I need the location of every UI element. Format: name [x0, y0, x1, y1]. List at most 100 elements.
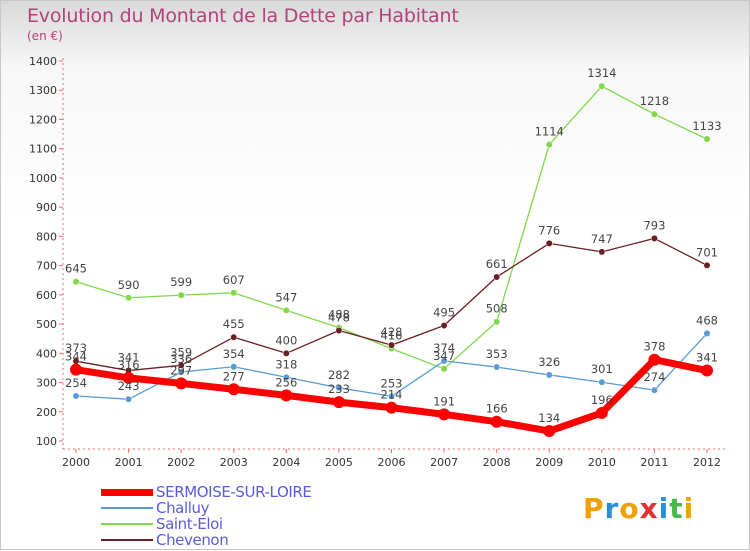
legend-item: Challuy — [101, 499, 401, 517]
logo-letter: r — [604, 492, 620, 525]
data-label: 297 — [170, 363, 192, 377]
data-label: 191 — [433, 394, 455, 408]
data-point — [227, 383, 240, 396]
legend-item: Chevenon — [101, 531, 401, 549]
x-tick-label: 2004 — [272, 456, 300, 469]
data-point — [703, 261, 711, 269]
data-point — [650, 110, 658, 118]
legend: SERMOISE-SUR-LOIRE Challuy Saint-Eloi Cheve… — [101, 483, 401, 549]
data-point — [282, 349, 290, 357]
data-point — [230, 333, 238, 341]
y-tick-label: 800 — [36, 230, 57, 243]
data-label: 243 — [118, 379, 140, 393]
data-point — [440, 322, 448, 329]
data-label: 378 — [643, 340, 665, 354]
data-label: 1218 — [640, 94, 669, 108]
data-label: 508 — [486, 302, 508, 316]
logo-letter: x — [639, 492, 659, 525]
data-point — [493, 273, 501, 281]
x-tick-label: 2011 — [640, 456, 668, 469]
legend-swatch — [101, 488, 153, 496]
data-point — [385, 401, 398, 414]
data-label: 318 — [275, 357, 297, 371]
data-label: 214 — [381, 388, 403, 402]
data-point — [177, 291, 185, 299]
x-tick-label: 2006 — [378, 456, 406, 469]
data-label: 590 — [118, 278, 140, 292]
data-point — [545, 371, 553, 379]
data-point — [545, 141, 553, 149]
y-tick-label: 300 — [36, 377, 57, 390]
data-label: 428 — [381, 325, 403, 339]
data-label: 347 — [433, 349, 455, 363]
data-label: 341 — [696, 351, 718, 365]
data-label: 776 — [538, 223, 560, 237]
data-point — [438, 408, 451, 421]
data-point — [177, 368, 185, 376]
y-tick-label: 1200 — [29, 113, 57, 126]
data-label: 253 — [381, 376, 403, 390]
data-label: 166 — [486, 402, 508, 416]
x-tick-label: 2002 — [167, 456, 195, 469]
y-tick-label: 700 — [36, 260, 57, 273]
data-label: 134 — [538, 411, 560, 425]
logo-letter: o — [619, 492, 640, 525]
data-label: 701 — [696, 245, 718, 259]
data-label: 747 — [591, 232, 613, 246]
y-tick-label: 600 — [36, 289, 57, 302]
data-label: 277 — [223, 369, 245, 383]
data-label: 607 — [223, 273, 245, 287]
data-point — [125, 395, 133, 403]
data-label: 196 — [591, 393, 613, 407]
legend-label: Saint-Eloi — [156, 515, 223, 533]
x-tick-label: 2000 — [62, 456, 90, 469]
data-point — [650, 386, 658, 394]
data-label: 233 — [328, 382, 350, 396]
data-point — [280, 389, 293, 402]
x-tick-label: 2007 — [430, 456, 458, 469]
data-point — [72, 278, 80, 286]
data-point — [388, 341, 395, 349]
logo-letter: t — [669, 492, 684, 525]
data-point — [545, 239, 553, 247]
data-label: 1133 — [692, 119, 721, 133]
y-tick-label: 1100 — [29, 143, 57, 156]
data-point — [595, 406, 608, 419]
data-point — [493, 363, 501, 371]
y-tick-label: 200 — [36, 406, 57, 419]
x-tick-label: 2003 — [220, 456, 248, 469]
data-point — [335, 327, 343, 334]
data-label: 344 — [65, 350, 87, 364]
chart-subtitle: (en €) — [27, 29, 63, 43]
data-label: 1314 — [587, 66, 616, 80]
y-tick-label: 1400 — [29, 55, 57, 68]
legend-label: Chevenon — [156, 531, 229, 549]
data-point — [282, 306, 290, 314]
data-label: 455 — [223, 317, 245, 331]
y-tick-label: 100 — [36, 435, 57, 448]
data-point — [543, 425, 556, 438]
data-point — [598, 82, 606, 90]
y-tick-label: 500 — [36, 318, 57, 331]
data-label: 599 — [170, 275, 192, 289]
data-label: 326 — [538, 355, 560, 369]
x-tick-label: 2005 — [325, 456, 353, 469]
x-tick-label: 2001 — [115, 456, 143, 469]
data-point — [70, 363, 82, 376]
chart-title: Evolution du Montant de la Dette par Hab… — [27, 5, 459, 27]
legend-swatch — [101, 539, 153, 541]
data-point — [493, 318, 501, 326]
data-point — [648, 353, 661, 366]
data-point — [175, 377, 188, 390]
data-label: 416 — [381, 329, 403, 343]
legend-label: Challuy — [156, 499, 210, 517]
data-label: 353 — [486, 347, 508, 361]
data-point — [335, 384, 343, 392]
y-tick-label: 900 — [36, 201, 57, 214]
data-point — [440, 357, 448, 365]
data-point — [72, 392, 80, 400]
legend-swatch — [101, 507, 153, 509]
data-point — [122, 371, 135, 384]
